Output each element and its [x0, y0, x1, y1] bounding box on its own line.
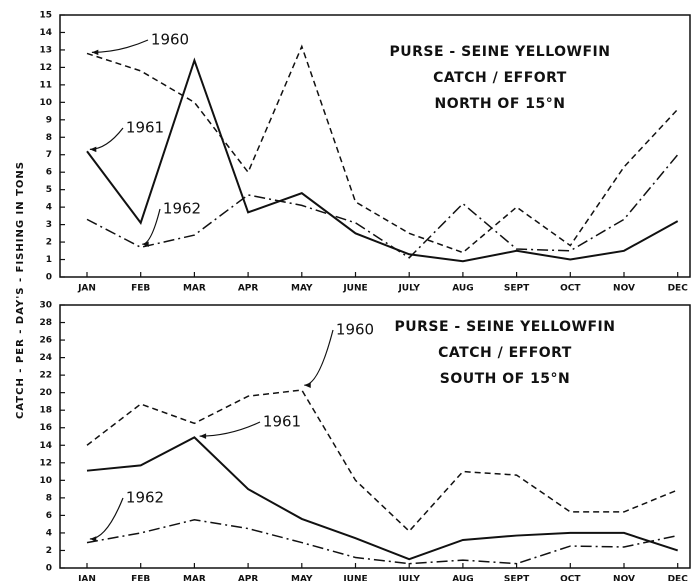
arrow-head [89, 536, 97, 542]
series-line [86, 57, 679, 263]
series-label: 1961 [126, 119, 164, 137]
arrow-head [304, 382, 311, 388]
y-tick-label: 11 [39, 80, 52, 90]
y-tick-label: 8 [46, 493, 52, 503]
x-tick-label: JULY [397, 284, 420, 294]
y-tick-label: 6 [46, 511, 52, 521]
y-tick-label: 9 [46, 115, 52, 125]
x-tick-label: FEB [131, 575, 150, 581]
y-tick-label: 3 [46, 220, 52, 230]
x-tick-label: MAY [291, 284, 313, 294]
series-label: 1962 [163, 200, 201, 218]
y-tick-label: 6 [46, 168, 52, 178]
x-tick-label: NOV [613, 575, 635, 581]
y-tick-label: 12 [39, 63, 52, 73]
label-arrow [89, 497, 124, 540]
y-tick-label: 0 [46, 273, 52, 283]
y-tick-label: 15 [39, 11, 52, 21]
x-tick-label: AUG [452, 575, 473, 581]
series-label: 1960 [336, 321, 374, 339]
panel-title: CATCH / EFFORT [433, 70, 567, 86]
series-label: 1960 [151, 31, 189, 49]
y-tick-label: 7 [46, 150, 52, 160]
y-tick-label: 12 [39, 458, 52, 468]
x-tick-label: OCT [560, 284, 581, 294]
y-tick-label: 10 [39, 98, 52, 108]
panel-title: NORTH OF 15°N [435, 96, 566, 112]
label-arrow [304, 329, 334, 386]
arrow-head [142, 241, 149, 247]
y-tick-label: 26 [39, 336, 52, 346]
y-tick-label: 16 [39, 423, 52, 433]
x-tick-label: JUNE [342, 575, 367, 581]
plot-frame [59, 14, 691, 278]
x-tick-label: JULY [397, 575, 420, 581]
arrow-head [89, 146, 97, 153]
x-tick-label: JAN [77, 284, 96, 294]
y-tick-label: 30 [39, 301, 52, 311]
y-tick-label: 13 [39, 45, 52, 55]
x-tick-label: NOV [613, 284, 635, 294]
y-tick-label: 22 [39, 371, 52, 381]
label-arrow [142, 208, 161, 245]
y-tick-label: 14 [39, 28, 52, 38]
y-tick-label: 5 [46, 185, 52, 195]
y-tick-label: 0 [46, 564, 52, 574]
arrow-head [199, 433, 207, 439]
label-arrow [89, 127, 124, 150]
series-line [86, 519, 678, 565]
panel-title: PURSE - SEINE YELLOWFIN [389, 44, 610, 60]
y-tick-label: 1 [46, 255, 52, 265]
panel-title: SOUTH OF 15°N [440, 371, 571, 387]
x-tick-label: MAR [183, 575, 206, 581]
y-tick-label: 10 [39, 476, 52, 486]
y-tick-label: 4 [46, 203, 52, 213]
x-tick-label: JUNE [342, 284, 367, 294]
y-tick-label: 20 [39, 388, 52, 398]
panel-title: PURSE - SEINE YELLOWFIN [394, 319, 615, 335]
y-tick-label: 28 [39, 318, 52, 328]
x-tick-label: MAY [291, 575, 313, 581]
x-tick-label: SEPT [504, 575, 530, 581]
series-line [86, 436, 679, 561]
y-axis-label: CATCH - PER - DAY'S - FISHING IN TONS [15, 161, 26, 419]
panel-title: CATCH / EFFORT [438, 345, 572, 361]
label-arrow [91, 39, 149, 53]
x-tick-label: DEC [668, 575, 689, 581]
series-label: 1962 [126, 489, 164, 507]
x-tick-label: DEC [668, 284, 689, 294]
y-tick-label: 2 [46, 238, 52, 248]
x-tick-label: FEB [131, 284, 150, 294]
arrow-head [91, 49, 99, 56]
y-tick-label: 2 [46, 546, 52, 556]
x-tick-label: JAN [77, 575, 96, 581]
y-tick-label: 18 [39, 406, 52, 416]
x-tick-label: SEPT [504, 284, 530, 294]
y-tick-label: 4 [46, 528, 52, 538]
series-line [86, 389, 678, 533]
y-tick-label: 14 [39, 441, 52, 451]
label-arrow [199, 421, 261, 437]
x-tick-label: AUG [452, 284, 473, 294]
series-line [86, 44, 679, 254]
plot-frame [59, 304, 691, 569]
x-tick-label: MAR [183, 284, 206, 294]
x-tick-label: APR [238, 575, 259, 581]
series-line [86, 154, 679, 259]
x-tick-label: OCT [560, 575, 581, 581]
y-tick-label: 24 [39, 353, 52, 363]
y-tick-label: 8 [46, 133, 52, 143]
x-tick-label: APR [238, 284, 259, 294]
series-label: 1961 [263, 413, 301, 431]
